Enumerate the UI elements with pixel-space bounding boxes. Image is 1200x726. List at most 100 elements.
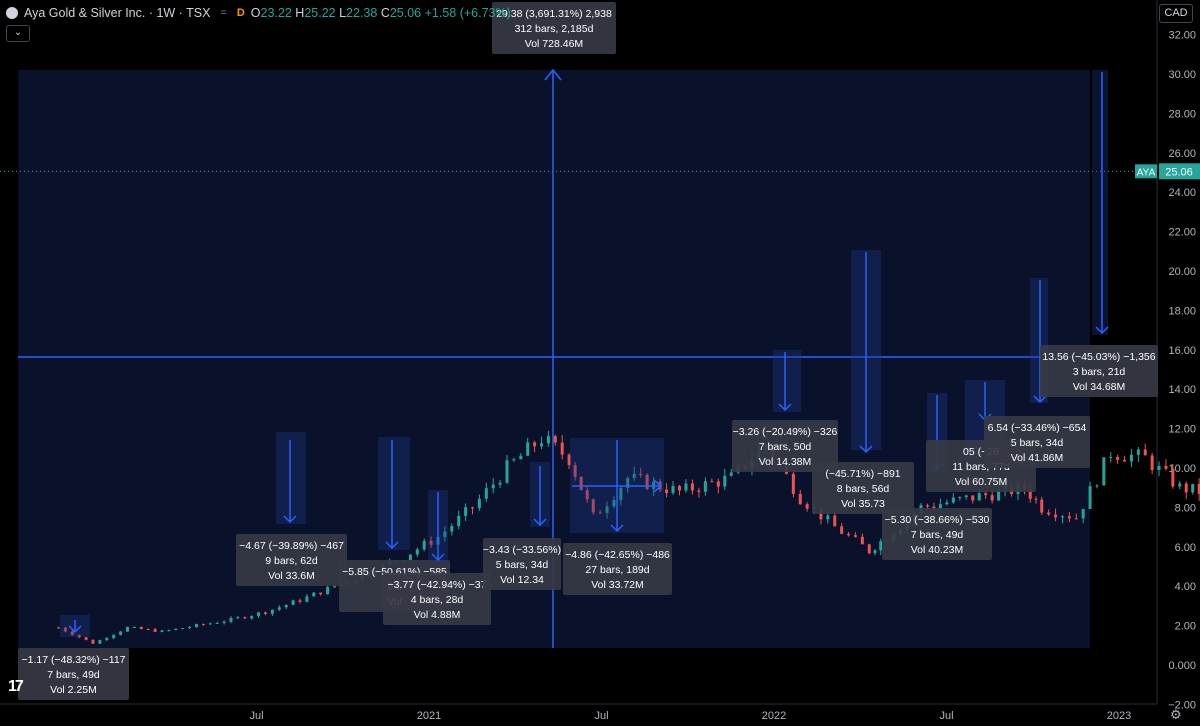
candle-body bbox=[319, 592, 323, 595]
equals-icon[interactable]: = bbox=[220, 7, 227, 19]
candle-body bbox=[853, 535, 857, 537]
candle-body bbox=[195, 624, 198, 628]
measure-label-box bbox=[236, 534, 347, 586]
candle-body bbox=[1143, 449, 1147, 456]
candle-body bbox=[671, 485, 675, 494]
candle-body bbox=[243, 617, 247, 619]
measure-label-text: Vol 33.72M bbox=[591, 579, 644, 591]
candle-body bbox=[484, 488, 488, 499]
candle-body bbox=[573, 465, 577, 477]
candle-body bbox=[533, 442, 537, 447]
candle-body bbox=[408, 554, 412, 561]
measure-label-text: 7 bars, 49d bbox=[911, 529, 964, 541]
candle-body bbox=[139, 626, 143, 630]
candle-body bbox=[498, 482, 502, 485]
measure-label-text: −3.43 (−33.56%) bbox=[483, 544, 561, 556]
measure-label-text: 312 bars, 2,185d bbox=[515, 23, 594, 35]
down-arrow-icon bbox=[778, 403, 792, 412]
last-price-tag bbox=[1159, 163, 1200, 180]
measure-label-text: 6.54 (−33.46%) −654 bbox=[988, 422, 1087, 434]
measure-tool: −3.43 (−33.56%) 5 bars, 34d Vol 12.34 bbox=[483, 462, 561, 590]
collapse-chevron-icon[interactable]: ⌄ bbox=[6, 25, 30, 42]
measure-label-text: Vol 4.88M bbox=[414, 609, 461, 621]
candle-body bbox=[57, 627, 60, 629]
candle-body bbox=[1040, 499, 1044, 513]
price-tick-label: 28.00 bbox=[1168, 108, 1196, 120]
candle-body bbox=[443, 531, 447, 537]
candle-body bbox=[1129, 454, 1133, 462]
candle-body bbox=[312, 592, 316, 597]
candle-body bbox=[415, 549, 419, 555]
down-arrow-icon bbox=[431, 553, 445, 562]
measure-label-text: Vol 40.23M bbox=[911, 544, 964, 556]
candle-body bbox=[1136, 449, 1140, 455]
symbol-header: Aya Gold & Silver Inc. · 1W · TSX = D O2… bbox=[6, 6, 511, 20]
candle-body bbox=[560, 442, 564, 455]
low-value: 22.38 bbox=[346, 6, 378, 20]
measure-label-text: 8 bars, 56d bbox=[837, 483, 890, 495]
candle-body bbox=[945, 502, 949, 505]
measure-label-text: Vol 14.38M bbox=[759, 456, 812, 468]
time-axis bbox=[0, 704, 1200, 726]
candle-body bbox=[1060, 516, 1064, 518]
candle-body bbox=[84, 637, 88, 640]
symbol-tag bbox=[1135, 164, 1157, 179]
data-badge[interactable]: D bbox=[236, 7, 245, 19]
change-value: +1.58 (+6.73%) bbox=[424, 6, 511, 20]
price-tick-label: 22.00 bbox=[1168, 227, 1196, 239]
candle-body bbox=[971, 495, 975, 501]
candle-body bbox=[153, 629, 157, 632]
candle-body bbox=[1095, 485, 1099, 487]
candle-body bbox=[236, 617, 240, 619]
price-tick-label: −2.00 bbox=[1168, 699, 1196, 711]
candle-body bbox=[598, 512, 602, 514]
measure-label-text: −4.86 (−42.65%) −486 bbox=[565, 549, 670, 561]
candle-body bbox=[958, 497, 962, 499]
measure-tool: 29.38 (3,691.31%) 2,938 312 bars, 2,185d V… bbox=[492, 2, 616, 54]
candle-body bbox=[798, 494, 802, 505]
candle-body bbox=[860, 536, 864, 545]
tradingview-logo[interactable]: 17 bbox=[8, 678, 24, 695]
candle-body bbox=[188, 627, 192, 629]
candle-body bbox=[984, 493, 988, 496]
right-arrow-icon bbox=[653, 479, 663, 493]
measure-label-box bbox=[1040, 345, 1158, 397]
time-tick-label: 2021 bbox=[417, 710, 441, 722]
measure-tool: −3.77 (−42.94%) −37 4 bars, 28d Vol 4.88M bbox=[383, 490, 491, 625]
candle-body bbox=[1116, 456, 1120, 460]
candle-body bbox=[1197, 483, 1200, 494]
candle-body bbox=[270, 609, 274, 614]
candle-body bbox=[1067, 516, 1071, 519]
candle-body bbox=[678, 485, 681, 491]
measure-label-text: 5 bars, 34d bbox=[496, 559, 549, 571]
candle-body bbox=[1150, 455, 1154, 471]
candle-body bbox=[1184, 483, 1188, 493]
candle-body bbox=[491, 484, 495, 489]
measure-label-text: 3 bars, 21d bbox=[1073, 366, 1126, 378]
candle-body bbox=[1109, 456, 1113, 458]
settings-gear-icon[interactable]: ⚙ bbox=[1170, 707, 1182, 722]
measure-label-text: 5 bars, 34d bbox=[1011, 437, 1064, 449]
candle-body bbox=[690, 483, 694, 491]
currency-button[interactable]: CAD bbox=[1159, 4, 1193, 23]
candle-body bbox=[208, 623, 212, 625]
candle-body bbox=[729, 472, 733, 476]
candle-body bbox=[716, 481, 720, 487]
candle-body bbox=[457, 515, 461, 527]
candle-body bbox=[938, 504, 942, 509]
measure-label-text: 9 bars, 62d bbox=[265, 555, 318, 567]
measure-label-box bbox=[984, 416, 1090, 468]
candle-body bbox=[450, 526, 454, 532]
candle-body bbox=[126, 627, 129, 632]
candle-body bbox=[174, 628, 178, 631]
symbol-tag-label: AYA bbox=[1137, 167, 1156, 178]
candle-body bbox=[977, 493, 981, 501]
measure-range bbox=[276, 432, 306, 524]
down-arrow-icon bbox=[610, 524, 624, 533]
candle-body bbox=[1047, 512, 1051, 515]
symbol-title[interactable]: Aya Gold & Silver Inc. · 1W · TSX bbox=[24, 6, 211, 20]
price-tick-label: 4.00 bbox=[1175, 581, 1196, 593]
down-arrow-icon bbox=[283, 515, 297, 524]
measure-label-text: 13.56 (−45.03%) −1,356 bbox=[1042, 351, 1155, 363]
